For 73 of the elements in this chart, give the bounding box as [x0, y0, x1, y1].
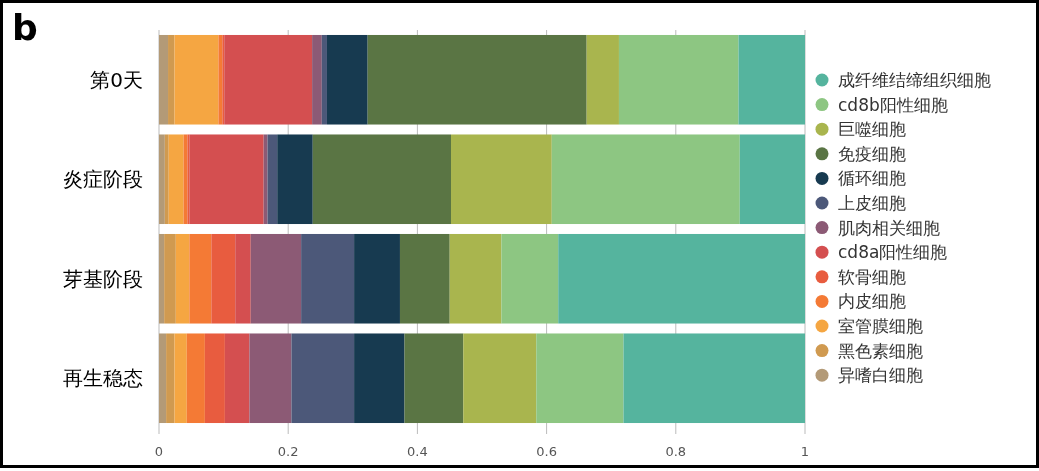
legend-label: 黑色素细胞 [838, 340, 923, 361]
legend-label: 软骨细胞 [838, 266, 906, 287]
bar [175, 233, 190, 324]
bar [367, 34, 587, 125]
x-tick-label: 0 [154, 444, 164, 459]
bar [159, 233, 165, 324]
bar [166, 333, 175, 424]
legend-label: 免疫细胞 [838, 143, 906, 164]
legend-label: 室管膜细胞 [838, 316, 923, 336]
x-tick-label: 0.8 [665, 444, 687, 459]
legend-label: 内皮细胞 [838, 291, 906, 312]
bar [623, 333, 805, 424]
bar [204, 333, 225, 424]
bar [326, 34, 368, 125]
text: b [12, 7, 38, 48]
legend-label: 上皮细胞 [838, 193, 906, 213]
bar [263, 134, 268, 225]
bar [186, 333, 205, 424]
bar [164, 134, 169, 225]
bar [159, 134, 165, 225]
bar [536, 333, 624, 424]
legend-label: cd8a阳性细胞 [838, 242, 948, 263]
bar [168, 34, 175, 125]
bar [551, 134, 740, 225]
bar [312, 34, 322, 125]
bar [399, 233, 450, 324]
bar [235, 233, 251, 324]
bar [168, 134, 184, 225]
y-tick-label: 再生稳态 [63, 366, 143, 391]
bar [224, 333, 250, 424]
legend-label: 成纤维结缔组织细胞 [838, 70, 991, 90]
x-tick-label: 0.2 [277, 444, 299, 459]
bar [267, 134, 278, 225]
bar [277, 134, 313, 225]
bar [250, 233, 302, 324]
bar [618, 34, 739, 125]
legend-label: 循环细胞 [838, 168, 906, 189]
bar [301, 233, 355, 324]
bar [174, 34, 219, 125]
legend-label: 肌肉相关细胞 [838, 217, 940, 238]
bar [450, 134, 552, 225]
bar [224, 34, 313, 125]
legend-label: 巨噬细胞 [838, 119, 906, 140]
x-tick-label: 0.4 [407, 444, 428, 459]
bar [164, 233, 176, 324]
y-tick-label: 芽基阶段 [63, 266, 143, 291]
bar [463, 333, 537, 424]
y-tick-label: 第0天 [90, 67, 143, 92]
bar [189, 134, 264, 225]
bar [189, 233, 212, 324]
x-tick-label: 1 [800, 444, 810, 459]
bar [218, 34, 223, 125]
bar [738, 34, 805, 125]
bar [211, 233, 236, 324]
bar [159, 333, 167, 424]
bar [312, 134, 451, 225]
bar [159, 34, 169, 125]
x-tick-label: 0.6 [536, 444, 557, 459]
bar [404, 333, 464, 424]
legend-label: cd8b阳性细胞 [838, 94, 948, 115]
bar [586, 34, 619, 125]
bar [249, 333, 292, 424]
bar [354, 233, 400, 324]
legend-label: 异嗜白细胞 [838, 365, 923, 386]
bar [558, 233, 805, 324]
bar [321, 34, 327, 125]
bar [449, 233, 502, 324]
y-tick-label: 炎症阶段 [63, 167, 143, 192]
bar [354, 333, 405, 424]
bar [291, 333, 355, 424]
bar [501, 233, 559, 324]
bar [174, 333, 187, 424]
bar [739, 134, 805, 225]
